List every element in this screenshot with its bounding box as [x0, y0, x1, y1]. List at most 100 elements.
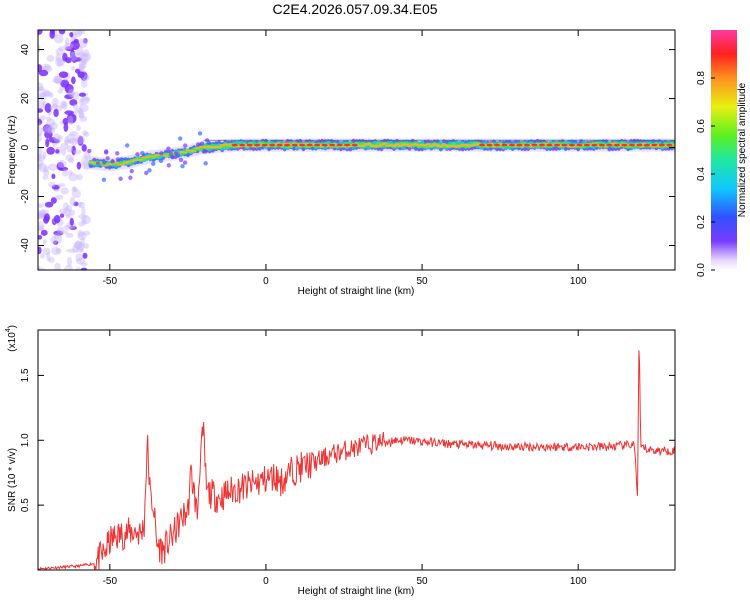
colorbar: 0.0 0.2 0.4 0.6 0.8 Normalized spectral ampl… — [696, 30, 748, 277]
spectrogram-noise-blob — [38, 267, 46, 270]
spectrogram-noise-blob — [46, 54, 55, 62]
spectrogram-y-tick-label: 20 — [20, 93, 31, 105]
spectrogram-x-tick-label: 50 — [417, 276, 429, 287]
spectrogram-noise-blob — [38, 69, 49, 77]
spectrogram-peak-cell — [666, 143, 673, 147]
spectrogram-sidelobe — [115, 151, 120, 156]
spectrogram-noise-blob — [53, 75, 62, 83]
spectrogram-noise-blob — [78, 109, 85, 118]
spectrogram-noise-blob — [83, 131, 90, 138]
spectrogram-sidelobe — [128, 175, 133, 180]
spectrogram-noise-blob — [48, 181, 56, 188]
spectrogram-noise-blob — [40, 253, 45, 259]
spectrogram-noise-blob — [83, 243, 90, 249]
snr-y-tick-label: 0.5 — [20, 498, 31, 512]
spectrogram-noise-blob — [73, 241, 83, 249]
spectrogram-noise-blob — [52, 103, 58, 110]
spectrogram-sidelobe — [197, 131, 203, 136]
spectrogram-noise-blob — [65, 232, 74, 238]
spectrogram-noise-blob — [38, 118, 43, 126]
spectrogram-noise-blob — [45, 116, 53, 121]
spectrogram-ridge-cell — [216, 146, 222, 149]
spectrogram-noise-blob — [38, 221, 45, 231]
spectrogram-noise-blob — [39, 92, 48, 100]
snr-x-tick-label: 0 — [263, 576, 269, 587]
spectrogram-noise-blob — [79, 115, 88, 122]
spectrogram-sidelobe — [199, 141, 205, 146]
spectrogram-sidelobe — [202, 149, 208, 154]
spectrogram-noise-blob — [54, 75, 63, 85]
spectrogram-noise-blob — [38, 100, 46, 109]
spectrogram-peak-cell — [479, 143, 486, 147]
spectrogram-noise-blob — [60, 230, 69, 235]
spectrogram-sidelobe — [115, 157, 121, 162]
spectrogram-ridge-cell — [138, 159, 144, 161]
spectrogram-peak-cell — [494, 143, 501, 147]
spectrogram-noise-blob — [80, 78, 88, 88]
snr-y-tick-label: 1.0 — [20, 433, 31, 447]
spectrogram-noise-blob — [81, 53, 92, 62]
snr-multiplier-suffix: ) — [7, 325, 18, 328]
spectrogram-noise-blob — [38, 154, 46, 162]
spectrogram-noise-blob — [71, 76, 76, 85]
spectrogram-noise-blob — [55, 194, 64, 200]
spectrogram-ridge-cell — [191, 150, 197, 153]
snr-panel: -50 0 50 100 0.5 1.0 1.5 Height of straight l… — [5, 325, 676, 597]
spectrogram-noise-blob — [56, 226, 64, 234]
spectrogram-sidelobe — [95, 161, 101, 166]
spectrogram-peak-cell — [314, 143, 321, 147]
spectrogram-noise-blob — [38, 44, 41, 54]
spectrogram-y-label: Frequency (Hz) — [7, 116, 18, 185]
spectrogram-noise-blob — [69, 217, 74, 226]
spectrogram-x-tick-label: -50 — [103, 276, 118, 287]
spectrogram-peak-cell — [291, 143, 298, 147]
spectrogram-noise-blob — [57, 234, 62, 244]
spectrogram-noise-blob — [56, 59, 65, 67]
spectrogram-noise-blob — [63, 224, 72, 231]
spectrogram-noise-blob — [41, 63, 51, 71]
spectrogram-noise-blob — [78, 201, 85, 209]
spectrogram-sidelobe — [206, 140, 212, 146]
spectrogram-noise-blob — [74, 240, 82, 250]
spectrogram-sidelobe — [178, 157, 184, 163]
spectrogram-noise-blob — [38, 159, 44, 167]
spectrogram-noise-blob — [38, 132, 42, 143]
spectrogram-peak-cell — [261, 143, 268, 147]
spectrogram-noise-blob — [64, 37, 70, 46]
spectrogram-y-tick-label: -20 — [20, 189, 31, 204]
spectrogram-sidelobe — [158, 158, 164, 164]
spectrogram-y-tick-label: 0 — [20, 144, 31, 150]
spectrogram-noise-blob — [49, 105, 54, 111]
spectrogram-noise-blob — [72, 103, 79, 110]
spectrogram-noise-blob — [64, 83, 74, 94]
snr-y-ticks: 0.5 1.0 1.5 — [20, 368, 675, 512]
spectrogram-noise-blob — [66, 205, 73, 213]
spectrogram-noise-blob — [54, 262, 61, 270]
spectrogram-ridge-cell — [150, 155, 157, 158]
spectrogram-noise-blob — [69, 99, 78, 106]
spectrogram-sidelobe — [118, 176, 123, 181]
spectrogram-peak-cell — [321, 143, 328, 147]
spectrogram-sidelobe — [180, 164, 185, 169]
spectrogram-noise-blob — [50, 235, 58, 245]
spectrogram-noise-blob — [71, 189, 82, 199]
spectrogram-peak-cell — [591, 143, 598, 147]
spectrogram-ridge-cell — [163, 154, 169, 157]
spectrogram-noise-blob — [58, 30, 66, 35]
spectrogram-noise-blob — [42, 90, 53, 97]
spectrogram-noise-blob — [81, 206, 86, 217]
spectrogram-noise-blob — [82, 230, 91, 236]
spectrogram-x-label: Height of straight line (km) — [298, 286, 415, 297]
spectrogram-peak-cell — [628, 143, 635, 147]
spectrogram-noise-blob — [64, 94, 74, 100]
spectrogram-ridge-cell — [428, 144, 435, 148]
spectrogram-noise-blob — [77, 232, 87, 241]
spectrogram-noise-blob — [58, 46, 68, 52]
spectrogram-noise-blob — [76, 30, 86, 36]
spectrogram-sidelobe — [166, 146, 171, 151]
spectrogram-noise-blob — [82, 252, 88, 259]
spectrogram-noise-blob — [77, 71, 85, 79]
spectrogram-sidelobe — [110, 159, 115, 164]
spectrogram-sidelobe — [168, 151, 174, 157]
spectrogram-noise-blob — [79, 52, 89, 63]
